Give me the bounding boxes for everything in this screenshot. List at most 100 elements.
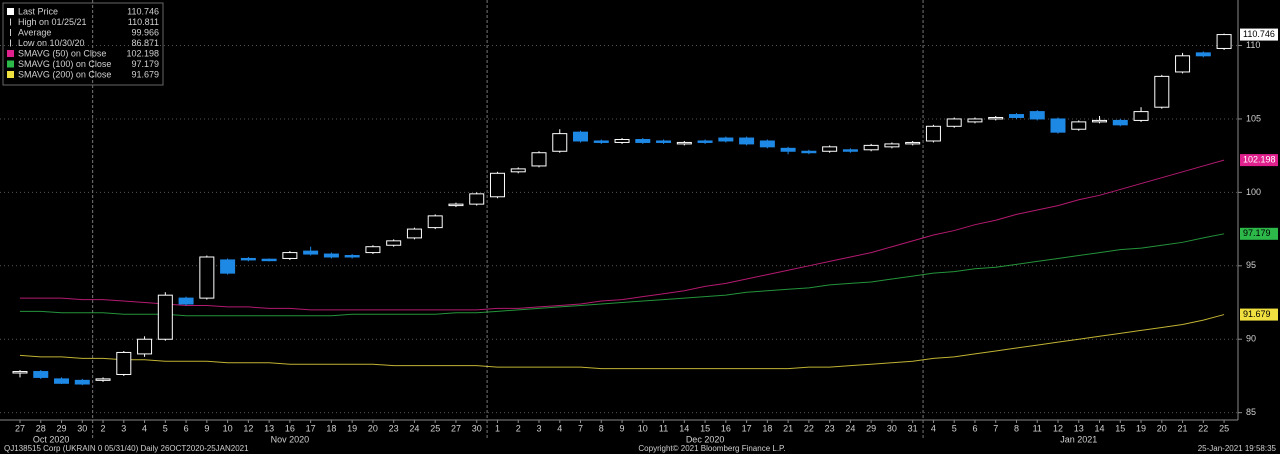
x-tick-label: 23	[389, 423, 399, 433]
legend-swatch	[7, 60, 14, 68]
legend-box	[2, 2, 164, 86]
y-tick-label: 95	[1246, 260, 1256, 270]
x-tick-label: 22	[1198, 423, 1208, 433]
x-tick-label: 29	[57, 423, 67, 433]
x-tick-label: 19	[1136, 423, 1146, 433]
x-tick-label: 3	[121, 423, 126, 433]
candle-body	[863, 144, 879, 151]
candle-body	[925, 125, 941, 142]
candle-body	[95, 378, 111, 381]
legend-value: 102.198	[126, 48, 159, 58]
candle-body	[988, 116, 1004, 120]
x-tick-label: 16	[285, 423, 295, 433]
candle-body	[510, 168, 526, 173]
x-tick-label: 19	[347, 423, 357, 433]
x-tick-label: 22	[804, 423, 814, 433]
value-box-label: 110.746	[1243, 29, 1275, 39]
candle-body	[240, 257, 256, 261]
month-label: Nov 2020	[271, 434, 310, 444]
candle-body	[448, 203, 464, 207]
x-tick-label: 13	[1074, 423, 1084, 433]
x-tick-label: 27	[15, 423, 25, 433]
candle-body	[469, 193, 485, 205]
x-tick-label: 17	[742, 423, 752, 433]
x-tick-label: 1	[495, 423, 500, 433]
candle-body	[697, 140, 713, 143]
candle-body	[718, 137, 734, 142]
candle-body	[406, 228, 422, 239]
x-tick-label: 6	[184, 423, 189, 433]
legend-label: High on 01/25/21	[18, 17, 87, 27]
footer-left: QJ138515 Corp (UKRAIN 0 05/31/40) Daily …	[4, 444, 249, 453]
candle-body	[1071, 121, 1087, 130]
x-tick-label: 3	[536, 423, 541, 433]
x-tick-label: 17	[306, 423, 316, 433]
y-tick-label: 100	[1246, 187, 1261, 197]
candle-body	[635, 139, 651, 143]
sma-line	[20, 233, 1225, 317]
candle-body	[137, 338, 153, 355]
candle-body	[614, 139, 630, 143]
candle-body	[1029, 111, 1045, 120]
sma-line	[19, 314, 1225, 370]
x-tick-label: 30	[77, 423, 87, 433]
x-tick-label: 30	[887, 423, 897, 433]
x-tick-label: 8	[599, 423, 604, 433]
x-tick-label: 20	[1157, 423, 1167, 433]
x-tick-label: 2	[101, 423, 106, 433]
x-tick-label: 30	[472, 423, 482, 433]
x-tick-label: 5	[952, 423, 957, 433]
x-tick-label: 24	[409, 423, 419, 433]
x-tick-label: 25	[430, 423, 440, 433]
legend-label: SMAVG (200) on Close	[18, 69, 111, 79]
x-tick-label: 5	[163, 423, 168, 433]
candle-body	[676, 141, 692, 145]
x-tick-label: 21	[1178, 423, 1188, 433]
x-tick-label: 8	[1014, 423, 1019, 433]
x-tick-label: 4	[557, 423, 562, 433]
value-box	[1240, 308, 1278, 321]
value-box-label: 97.179	[1243, 228, 1271, 238]
x-tick-label: 12	[1053, 423, 1063, 433]
x-tick-label: 31	[908, 423, 918, 433]
value-box	[1240, 28, 1278, 41]
x-tick-label: 15	[700, 423, 710, 433]
candle-body	[842, 149, 858, 152]
month-label: Jan 2021	[1060, 434, 1097, 444]
legend-swatch	[7, 50, 14, 57]
x-tick-label: 4	[931, 423, 936, 433]
x-tick-label: 21	[783, 423, 793, 433]
candle-body	[822, 146, 838, 152]
x-tick-label: 13	[264, 423, 274, 433]
x-tick-label: 14	[1095, 423, 1105, 433]
x-tick-label: 23	[825, 423, 835, 433]
x-tick-label: 18	[762, 423, 772, 433]
legend-value: 110.811	[128, 17, 159, 27]
footer-center: Copyright© 2021 Bloomberg Finance L.P.	[638, 444, 785, 453]
x-tick-label: 15	[1115, 423, 1125, 433]
candle-body	[1133, 111, 1149, 121]
x-tick-label: 2	[516, 423, 521, 433]
y-tick-label: 110	[1246, 40, 1260, 50]
candle-body	[1175, 55, 1191, 73]
y-tick-label: 85	[1246, 407, 1256, 417]
candle-body	[261, 258, 277, 262]
x-tick-label: 16	[721, 423, 731, 433]
candle-body	[1092, 119, 1108, 123]
candle-body	[1008, 114, 1024, 118]
x-tick-label: 9	[620, 423, 625, 433]
legend-value: 99.966	[131, 27, 159, 37]
candle-body	[739, 137, 755, 145]
x-tick-label: 10	[223, 423, 233, 433]
x-tick-label: 28	[36, 423, 46, 433]
candle-body	[33, 371, 49, 378]
legend-value: 110.746	[127, 6, 159, 16]
legend-value: 86.871	[131, 38, 159, 48]
month-label: Oct 2020	[33, 434, 70, 444]
candle-body	[157, 294, 173, 340]
candle-body	[967, 118, 983, 123]
candle-body	[801, 150, 817, 154]
x-tick-label: 7	[578, 423, 583, 433]
